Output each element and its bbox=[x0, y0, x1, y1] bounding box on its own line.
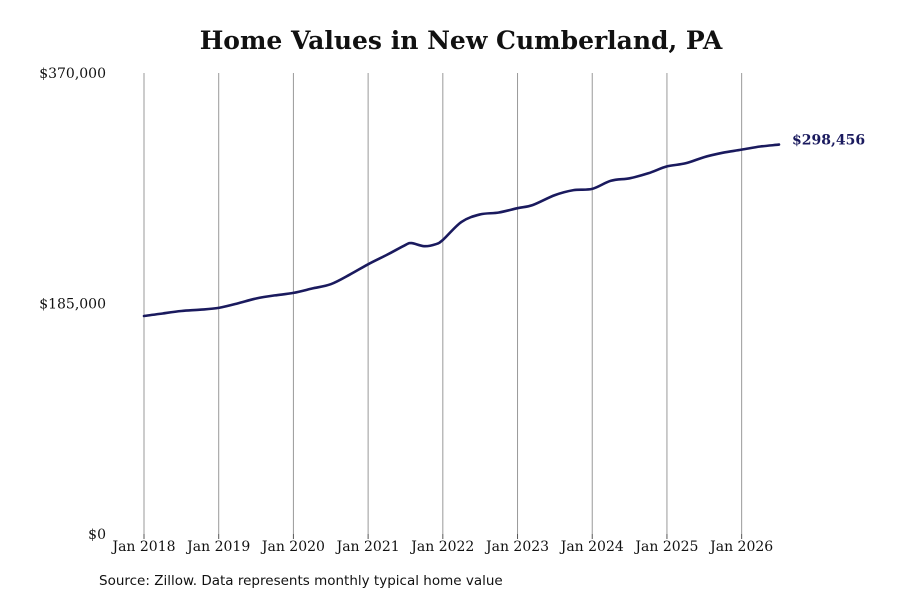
x-tick-label: Jan 2025 bbox=[633, 539, 698, 555]
x-tick-label: Jan 2019 bbox=[185, 539, 250, 555]
x-tick-label: Jan 2026 bbox=[708, 539, 773, 555]
y-tick-label: $185,000 bbox=[39, 297, 106, 313]
x-tick-label: Jan 2020 bbox=[260, 539, 325, 555]
x-tick-label: Jan 2018 bbox=[110, 539, 175, 555]
chart-title: Home Values in New Cumberland, PA bbox=[199, 26, 723, 55]
y-tick-label: $0 bbox=[88, 527, 106, 543]
x-axis: Jan 2018 Jan 2019 Jan 2020 Jan 2021 Jan 2022… bbox=[110, 534, 773, 555]
end-value-label: $298,456 bbox=[792, 133, 865, 149]
y-tick-label: $370,000 bbox=[39, 66, 106, 82]
source-note: Source: Zillow. Data represents monthly … bbox=[99, 573, 503, 589]
series-lines bbox=[142, 143, 781, 318]
y-axis: $0 $185,000 $370,000 bbox=[39, 66, 106, 543]
x-tick-label: Jan 2024 bbox=[559, 539, 624, 555]
x-tick-label: Jan 2022 bbox=[409, 539, 474, 555]
series-line bbox=[142, 143, 781, 318]
x-tick-label: Jan 2023 bbox=[484, 539, 549, 555]
x-tick-label: Jan 2021 bbox=[335, 539, 400, 555]
